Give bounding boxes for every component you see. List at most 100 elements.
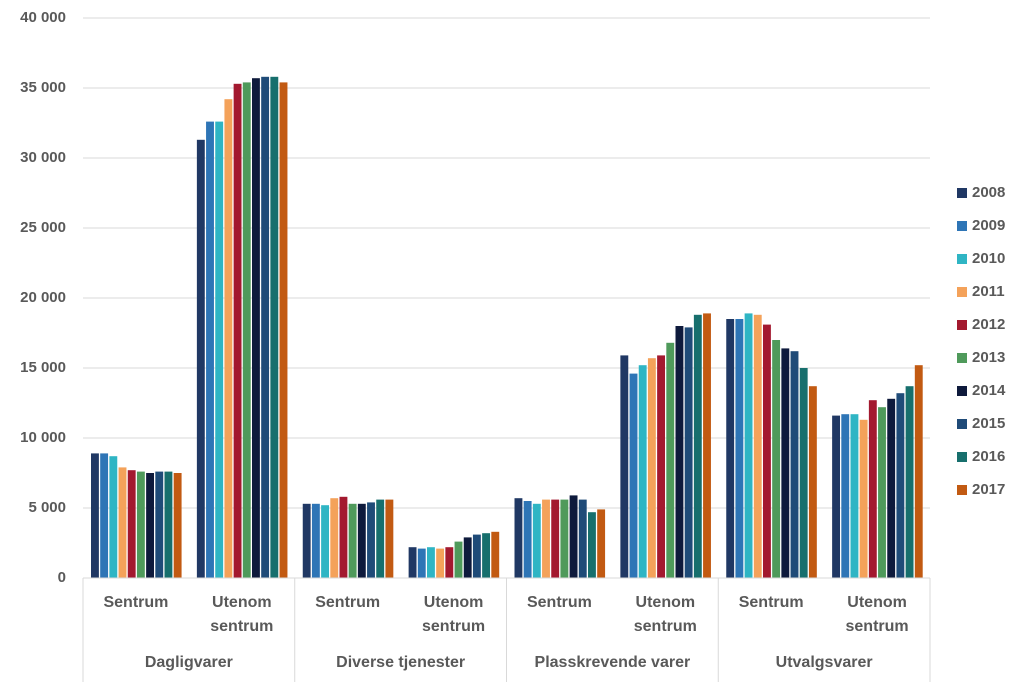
x-tick-label: Utenom sentrum [210,594,274,635]
bar [832,415,841,578]
legend-swatch [957,221,967,231]
y-tick-label: 40 000 [20,9,66,26]
legend-label: 2017 [972,481,1005,498]
legend-label: 2013 [972,349,1005,366]
bar [472,534,481,578]
bar [491,531,500,578]
bar [905,386,914,578]
bar [523,501,532,578]
legend-swatch [957,320,967,330]
bar [463,537,472,578]
bar [887,398,896,578]
bar [385,499,394,578]
bar [330,498,339,578]
bar [753,314,762,578]
bar [703,313,711,578]
x-tick-label: Utenom sentrum [422,594,486,635]
bar [647,358,656,578]
legend-label: 2009 [972,217,1005,234]
legend-label: 2012 [972,316,1005,333]
x-tick-label: Sentrum [526,594,592,611]
bar [270,76,279,579]
bar [436,548,445,578]
y-tick-label: 5 000 [28,499,66,516]
bar [735,319,744,578]
legend-label: 2015 [972,415,1005,432]
legend-swatch [957,287,967,297]
legend-swatch [957,353,967,363]
bar [597,509,606,578]
bar [242,82,251,579]
bar [215,121,224,578]
bar [311,503,320,578]
legend-swatch [957,485,967,495]
bar [445,547,454,578]
bar [118,467,127,578]
x-tick-label: Utenom sentrum [845,594,909,635]
bar [799,368,808,578]
group-label: Plasskrevende varer [534,654,691,671]
bar [321,505,330,578]
legend-label: 2010 [972,250,1005,267]
bar [569,495,578,578]
bar [772,340,781,578]
bar [348,503,357,578]
bar [781,348,790,578]
x-tick-label: Sentrum [103,594,169,611]
bar [339,496,348,578]
bar [878,407,886,578]
bar [808,386,817,578]
bar [206,121,214,578]
legend-label: 2011 [972,283,1005,300]
group-label: Utvalgsvarer [775,654,873,671]
bar [91,453,99,578]
bar [790,351,799,578]
legend-label: 2016 [972,448,1005,465]
bar [109,456,118,578]
bar [252,78,260,578]
bar [629,373,638,578]
bar [302,503,311,578]
bar [417,548,426,578]
bar [127,470,136,578]
y-tick-label: 15 000 [20,359,66,376]
bar [620,355,629,578]
legend-swatch [957,254,967,264]
y-tick-label: 25 000 [20,219,66,236]
y-tick-label: 20 000 [20,289,66,306]
legend-swatch [957,419,967,429]
x-tick-label: Utenom sentrum [633,594,697,635]
bar [675,326,684,578]
bar [693,314,702,578]
bar [279,82,288,579]
bar [514,498,523,578]
y-tick-label: 35 000 [20,79,66,96]
bar [233,83,242,579]
bar [542,499,550,578]
bar [146,473,155,578]
legend-swatch [957,386,967,396]
x-tick-label: Sentrum [315,594,381,611]
y-tick-label: 10 000 [20,429,66,446]
bar [532,503,541,578]
bar [551,499,560,578]
bar [136,471,145,578]
bar [868,400,877,578]
y-tick-label: 0 [58,569,66,586]
x-tick-label: Sentrum [738,594,804,611]
bar [726,319,735,578]
bar [638,365,647,578]
bar [578,499,587,578]
group-label: Dagligvarer [144,654,233,671]
bar [850,414,859,578]
bar [744,313,753,578]
bar [408,547,417,578]
bar [261,76,270,579]
bar [164,471,173,578]
bar [482,533,491,578]
legend-label: 2008 [972,184,1005,201]
bar [560,499,569,578]
bar [196,139,205,579]
bar [914,365,923,578]
